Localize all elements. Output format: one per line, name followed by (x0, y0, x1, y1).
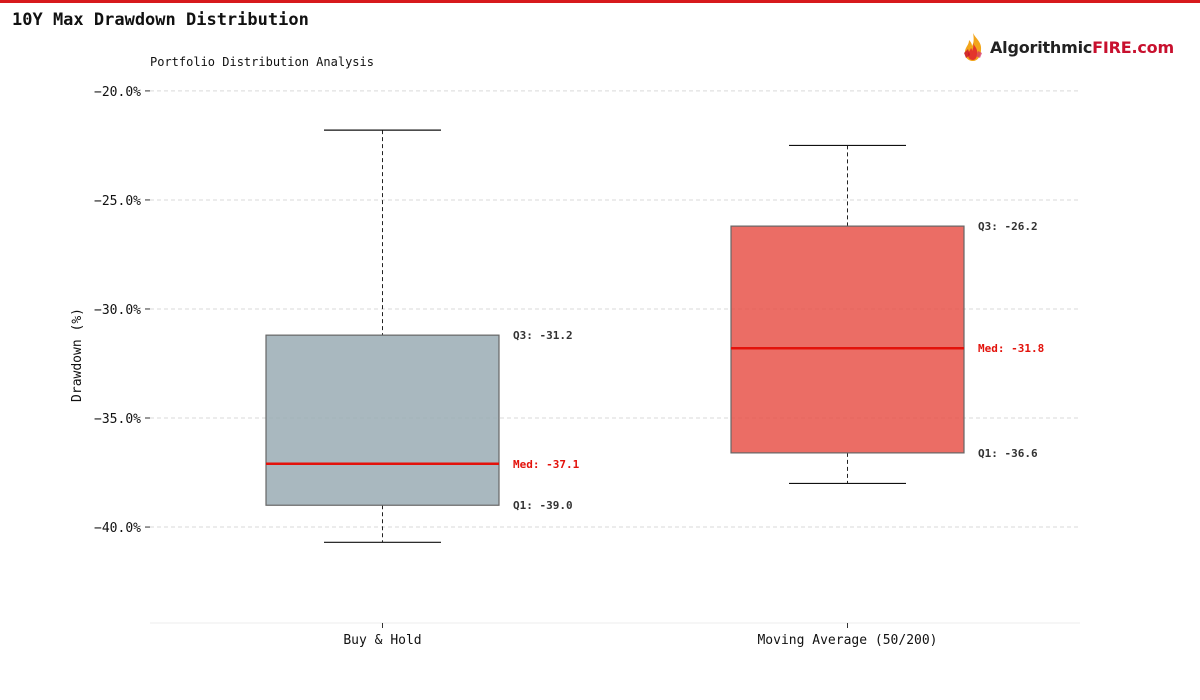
logo-text-main: Algorithmic (990, 37, 1093, 57)
flame-logo-icon (964, 33, 982, 61)
box-1: Q3: -26.2 Med: -31.8 Q1: -36.6 (730, 144, 1044, 485)
y-tick-label: −30.0% (94, 303, 141, 318)
q3-annotation: Q3: -26.2 (978, 220, 1038, 233)
logo-text: AlgorithmicFIRE.com (990, 38, 1174, 57)
y-tick-label: −35.0% (94, 412, 141, 427)
y-tick-label: −25.0% (94, 194, 141, 209)
iqr-box (265, 334, 500, 506)
q3-annotation: Q3: -31.2 (513, 329, 573, 342)
chart-title: 10Y Max Drawdown Distribution (12, 10, 309, 30)
x-axis: Buy & Hold Moving Average (50/200) (150, 622, 1080, 648)
y-tick-label: −40.0% (94, 521, 141, 536)
y-axis-label: Drawdown (%) (70, 308, 85, 402)
q1-annotation: Q1: -36.6 (978, 447, 1038, 460)
iqr-box (730, 225, 965, 454)
median-annotation: Med: -37.1 (513, 458, 580, 471)
x-tick-label: Buy & Hold (343, 633, 421, 648)
chart-subtitle: Portfolio Distribution Analysis (150, 55, 374, 69)
top-accent-bar (0, 0, 1200, 3)
median-annotation: Med: -31.8 (978, 342, 1044, 355)
y-tick-label: −20.0% (94, 85, 141, 100)
x-tick-label: Moving Average (50/200) (757, 633, 937, 648)
box-0: Q3: -31.2 Med: -37.1 Q1: -39.0 (265, 129, 580, 543)
logo-text-accent: FIRE.com (1092, 37, 1174, 57)
box-series: Q3: -31.2 Med: -37.1 Q1: -39.0 Q3: -26.2 Med… (265, 129, 1044, 543)
q1-annotation: Q1: -39.0 (513, 499, 573, 512)
brand-logo[interactable]: AlgorithmicFIRE.com (960, 30, 1174, 64)
y-axis: −20.0% −25.0% −30.0% −35.0% −40.0% (94, 85, 150, 536)
